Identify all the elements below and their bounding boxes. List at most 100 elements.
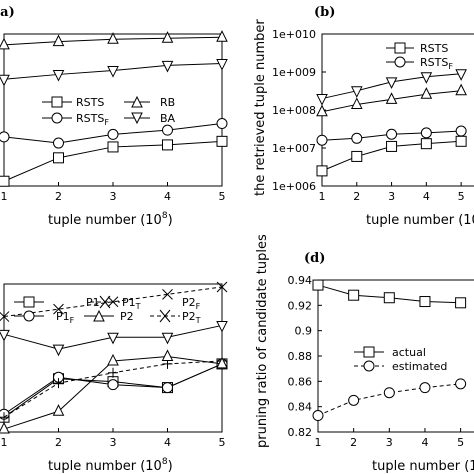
x-tick-label: 5 (219, 190, 226, 203)
data-point (161, 332, 174, 345)
data-point (0, 311, 10, 322)
data-point (216, 118, 228, 130)
data-point (216, 320, 228, 333)
data-point (107, 332, 119, 345)
data-point (107, 141, 119, 153)
y-tick-label: 0.84 (288, 401, 313, 414)
panel-b-frame (321, 33, 474, 187)
data-point (161, 31, 174, 43)
data-point (0, 412, 9, 423)
legend-marker-rb (131, 95, 143, 108)
data-point (107, 353, 119, 366)
data-point (419, 296, 431, 308)
legend-rb: RB (160, 96, 175, 109)
data-point (0, 37, 10, 50)
panel-a-legend: RSTS RSTSF RB BA (42, 95, 176, 127)
legend-marker-ba (131, 112, 143, 125)
panel-a: (a) 1 2 3 4 5 RSTS RSTSF RB BA tuple number … (0, 5, 228, 228)
x-tick-label: 4 (164, 190, 171, 203)
data-point (53, 152, 64, 164)
data-point (351, 132, 363, 144)
legend-p2-t: P2T (182, 310, 201, 325)
y-tick-label: 1e+008 (272, 104, 316, 117)
panel-a-frame (3, 33, 223, 187)
data-point (216, 356, 228, 369)
data-point (455, 378, 467, 390)
data-point (162, 382, 173, 394)
data-point (383, 387, 395, 399)
panel-c-legend: P1 P1F P1T P2 P2F P2T (14, 295, 201, 325)
panel-d-ylabel: pruning ratio of candidate tuples (255, 234, 270, 448)
data-point (455, 125, 467, 137)
data-point (455, 83, 467, 96)
data-point (162, 139, 173, 151)
panel-d: (d) 1 2 3 4 5 0.82 0.84 0.86 0.88 0.9 0.92 0.94 act… (255, 234, 474, 474)
data-point (108, 367, 118, 378)
panel-b-tag: (b) (314, 5, 335, 20)
data-point (419, 382, 431, 394)
data-point (161, 349, 174, 362)
x-tick-label: 1 (315, 436, 322, 449)
data-point (0, 175, 10, 187)
panel-b: (b) 1 2 3 4 51e+0061e+0071e+0081e+0091e+010 … (253, 5, 474, 228)
y-tick-label: 0.94 (288, 274, 313, 287)
y-tick-label: 0.92 (288, 299, 313, 312)
y-tick-label: 0.86 (288, 375, 313, 388)
data-point (455, 69, 467, 81)
legend-marker-estimated (363, 360, 375, 372)
data-point (52, 344, 65, 357)
data-point (316, 104, 328, 117)
data-point (52, 34, 65, 47)
legend-marker-p1-t (99, 295, 111, 309)
data-point (420, 72, 433, 84)
y-tick-label: 1e+009 (272, 66, 316, 79)
legend-ba: BA (160, 112, 176, 125)
x-tick-label: 2 (55, 190, 62, 203)
x-tick-label: 1 (1, 436, 8, 449)
y-tick-label: 0.82 (288, 426, 313, 439)
data-point (0, 131, 10, 143)
x-tick-label: 2 (353, 190, 360, 203)
data-point (348, 394, 360, 406)
legend-estimated: estimated (392, 360, 447, 373)
data-point (0, 74, 10, 87)
series-line (3, 286, 223, 318)
data-point (383, 292, 395, 304)
legend-p1-f: P1F (56, 310, 75, 325)
data-point (107, 32, 119, 44)
panel-b-xlabel: tuple number (10 (366, 213, 474, 228)
legend-marker-actual (363, 346, 375, 358)
legend-rsts-f: RSTSF (76, 112, 109, 127)
data-point (386, 128, 398, 140)
x-tick-label: 4 (421, 436, 428, 449)
x-tick-label: 3 (386, 436, 393, 449)
y-tick-label: 1e+006 (272, 180, 316, 193)
data-point (216, 281, 228, 293)
panel-c-marks: 1 2 3 4 5 (0, 281, 228, 449)
data-point (216, 59, 228, 71)
data-point (350, 97, 363, 109)
data-point (162, 124, 173, 136)
y-tick-label: 0.9 (295, 325, 313, 338)
legend-marker-p2 (93, 309, 105, 322)
panel-b-marks: 1 2 3 4 5 1e+006 1e+007 1e+008 1e+009 1e+010 (272, 28, 467, 203)
data-point (351, 150, 363, 162)
data-point (52, 404, 65, 416)
series-line (3, 356, 223, 430)
data-point (0, 329, 10, 342)
panel-d-legend: actual estimated (354, 346, 447, 373)
data-point (216, 30, 228, 42)
data-point (316, 165, 328, 177)
data-point (455, 135, 467, 147)
data-point (53, 303, 64, 315)
legend-p2: P2 (120, 310, 134, 323)
legend-marker-rsts-f (51, 112, 63, 124)
data-point (420, 127, 432, 139)
legend-rsts: RSTS (76, 96, 104, 109)
data-point (420, 87, 433, 99)
data-point (316, 94, 328, 106)
legend-marker-p1 (23, 296, 35, 308)
legend-b-rsts-f: RSTSF (420, 56, 453, 71)
panel-a-tag: (a) (0, 5, 15, 20)
